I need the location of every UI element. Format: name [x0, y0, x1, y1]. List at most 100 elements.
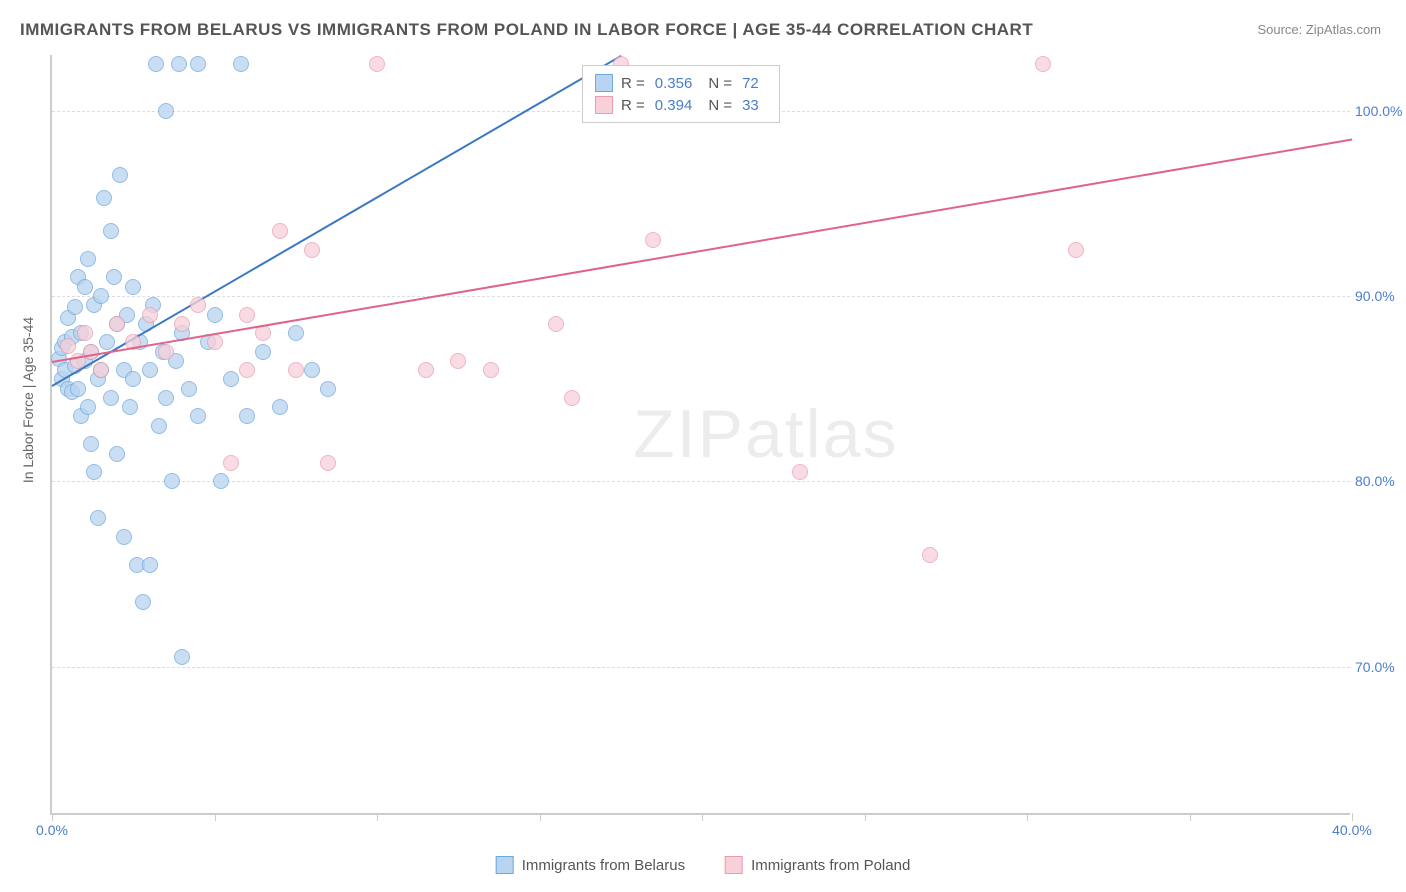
legend-swatch: [725, 856, 743, 874]
scatter-point: [255, 344, 271, 360]
x-tick: [540, 813, 541, 821]
y-tick-label: 100.0%: [1355, 103, 1405, 119]
stats-legend-row: R =0.394N =33: [595, 94, 767, 116]
scatter-point: [564, 390, 580, 406]
x-tick: [1027, 813, 1028, 821]
stats-legend-box: R =0.356N =72R =0.394N =33: [582, 65, 780, 123]
scatter-point: [80, 251, 96, 267]
scatter-point: [239, 408, 255, 424]
scatter-point: [142, 307, 158, 323]
r-label: R =: [621, 75, 645, 92]
scatter-point: [164, 473, 180, 489]
scatter-point: [223, 455, 239, 471]
x-tick: [52, 813, 53, 821]
scatter-point: [77, 279, 93, 295]
trend-line: [52, 138, 1352, 362]
legend-swatch: [496, 856, 514, 874]
scatter-point: [233, 56, 249, 72]
r-label: R =: [621, 97, 645, 114]
x-tick: [377, 813, 378, 821]
scatter-point: [103, 223, 119, 239]
scatter-point: [116, 529, 132, 545]
scatter-point: [792, 464, 808, 480]
legend-label: Immigrants from Poland: [751, 857, 910, 874]
scatter-point: [60, 338, 76, 354]
scatter-point: [320, 381, 336, 397]
scatter-point: [213, 473, 229, 489]
y-tick-label: 90.0%: [1355, 288, 1405, 304]
scatter-point: [207, 334, 223, 350]
gridline: [52, 481, 1350, 482]
scatter-point: [96, 190, 112, 206]
chart-title: IMMIGRANTS FROM BELARUS VS IMMIGRANTS FR…: [20, 20, 1033, 40]
r-value: 0.394: [655, 97, 693, 114]
scatter-point: [418, 362, 434, 378]
scatter-point: [67, 299, 83, 315]
scatter-point: [103, 390, 119, 406]
scatter-point: [304, 362, 320, 378]
scatter-point: [190, 297, 206, 313]
scatter-point: [106, 269, 122, 285]
scatter-point: [223, 371, 239, 387]
x-tick-label: 0.0%: [36, 822, 68, 838]
gridline: [52, 296, 1350, 297]
scatter-point: [158, 344, 174, 360]
scatter-point: [158, 103, 174, 119]
legend-label: Immigrants from Belarus: [522, 857, 685, 874]
scatter-point: [320, 455, 336, 471]
x-tick-label: 40.0%: [1332, 822, 1372, 838]
y-tick-label: 70.0%: [1355, 659, 1405, 675]
scatter-point: [190, 408, 206, 424]
y-tick-label: 80.0%: [1355, 473, 1405, 489]
scatter-point: [239, 362, 255, 378]
source-attribution: Source: ZipAtlas.com: [1257, 22, 1381, 37]
scatter-point: [483, 362, 499, 378]
scatter-point: [645, 232, 661, 248]
x-tick: [215, 813, 216, 821]
legend-item: Immigrants from Poland: [725, 856, 910, 874]
x-tick: [1190, 813, 1191, 821]
scatter-point: [207, 307, 223, 323]
scatter-point: [548, 316, 564, 332]
scatter-point: [272, 223, 288, 239]
scatter-point: [99, 334, 115, 350]
n-label: N =: [708, 75, 732, 92]
scatter-point: [135, 594, 151, 610]
scatter-point: [171, 56, 187, 72]
scatter-point: [109, 446, 125, 462]
scatter-point: [181, 381, 197, 397]
scatter-point: [190, 56, 206, 72]
scatter-point: [148, 56, 164, 72]
scatter-point: [112, 167, 128, 183]
scatter-point: [158, 390, 174, 406]
scatter-point: [1035, 56, 1051, 72]
scatter-point: [288, 325, 304, 341]
scatter-point: [122, 399, 138, 415]
scatter-point: [151, 418, 167, 434]
x-tick: [1352, 813, 1353, 821]
scatter-point: [369, 56, 385, 72]
scatter-point: [125, 279, 141, 295]
y-axis-label: In Labor Force | Age 35-44: [20, 317, 36, 483]
scatter-point: [304, 242, 320, 258]
r-value: 0.356: [655, 75, 693, 92]
scatter-point: [77, 325, 93, 341]
scatter-point: [174, 649, 190, 665]
legend-swatch: [595, 96, 613, 114]
scatter-point: [450, 353, 466, 369]
scatter-point: [90, 510, 106, 526]
scatter-point: [272, 399, 288, 415]
scatter-point: [70, 381, 86, 397]
scatter-point: [109, 316, 125, 332]
n-value: 72: [742, 75, 759, 92]
scatter-point: [922, 547, 938, 563]
stats-legend-row: R = 0.356 N = 72: [595, 72, 767, 94]
scatter-point: [174, 316, 190, 332]
gridline: [52, 667, 1350, 668]
n-label: N =: [708, 97, 732, 114]
legend-swatch: [595, 74, 613, 92]
scatter-point: [239, 307, 255, 323]
bottom-legend: Immigrants from Belarus Immigrants from P…: [496, 856, 911, 874]
legend-item: Immigrants from Belarus: [496, 856, 685, 874]
scatter-point: [93, 288, 109, 304]
